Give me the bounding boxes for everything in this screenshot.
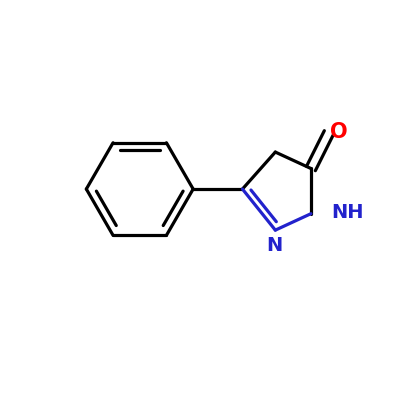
Text: O: O xyxy=(330,122,347,142)
Text: N: N xyxy=(266,236,282,255)
Text: NH: NH xyxy=(332,203,364,222)
